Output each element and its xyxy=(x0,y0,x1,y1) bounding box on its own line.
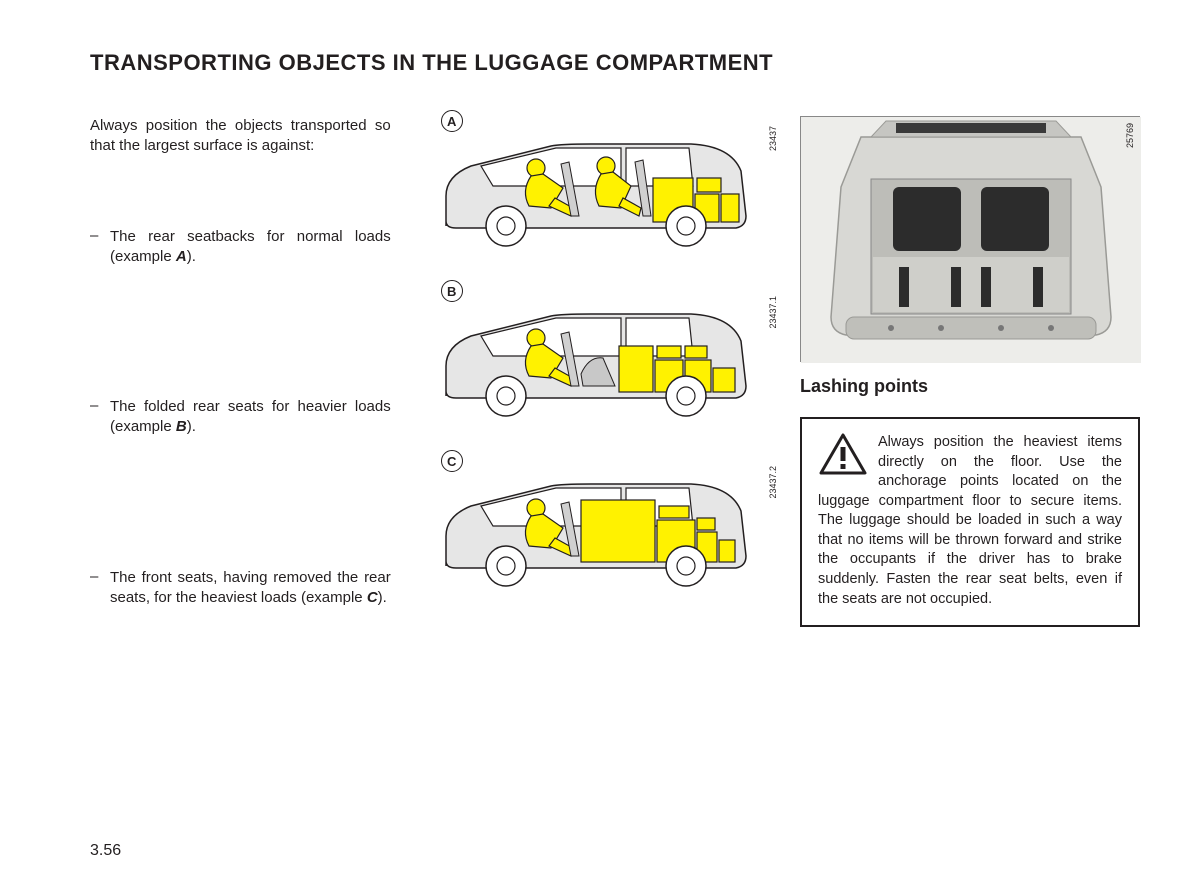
ref-number-a: 23437 xyxy=(768,126,778,151)
ref-number-b: 23437.1 xyxy=(768,296,778,329)
ref-number-c: 23437.2 xyxy=(768,466,778,499)
warning-icon xyxy=(818,433,868,477)
car-diagram-a xyxy=(421,116,761,256)
example-label-a: A xyxy=(441,110,463,132)
right-column: 25769 xyxy=(800,116,1140,627)
example-b: B 23437.1 xyxy=(421,286,770,426)
content-columns: Always position the objects transported … xyxy=(90,116,1140,627)
dash-icon: – xyxy=(90,568,110,609)
car-diagram-c xyxy=(421,456,761,596)
intro-text: Always position the objects transported … xyxy=(90,116,391,157)
bullet-c: – The front seats, having removed the re… xyxy=(90,568,391,609)
left-column: Always position the objects transported … xyxy=(90,116,391,627)
example-c: C 23437.2 xyxy=(421,456,770,596)
example-label-b: B xyxy=(441,280,463,302)
lashing-points-heading: Lashing points xyxy=(800,376,1140,397)
example-a: A 23437 xyxy=(421,116,770,256)
page-number: 3.56 xyxy=(90,842,121,860)
bullet-a: – The rear seatbacks for normal loads (e… xyxy=(90,227,391,268)
bullet-a-text: The rear seatbacks for normal loads (exa… xyxy=(110,227,391,268)
page-title: TRANSPORTING OBJECTS IN THE LUGGAGE COMP… xyxy=(90,50,1140,76)
diagrams-column: A 23437 xyxy=(421,116,770,627)
bullet-b-text: The folded rear seats for heavier loads … xyxy=(110,397,391,438)
bullet-b: – The folded rear seats for heavier load… xyxy=(90,397,391,438)
example-label-c: C xyxy=(441,450,463,472)
car-diagram-b xyxy=(421,286,761,426)
bullet-c-text: The front seats, having removed the rear… xyxy=(110,568,391,609)
warning-box: Always position the heaviest items direc… xyxy=(800,417,1140,627)
dash-icon: – xyxy=(90,397,110,438)
dash-icon: – xyxy=(90,227,110,268)
rear-photo-illustration xyxy=(801,117,1141,363)
photo-ref-number: 25769 xyxy=(1125,123,1135,148)
vehicle-rear-photo: 25769 xyxy=(800,116,1140,362)
